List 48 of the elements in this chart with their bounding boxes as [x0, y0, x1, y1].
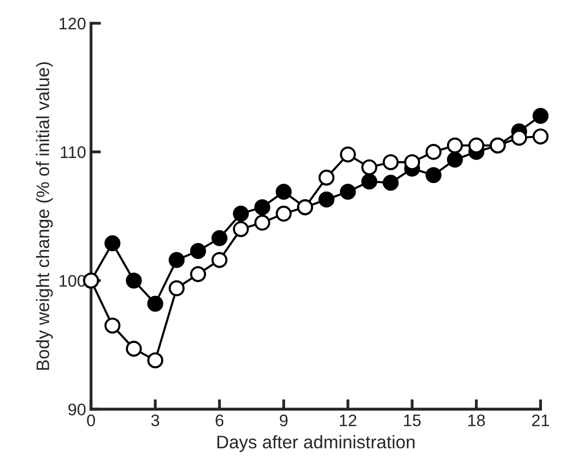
x-tick-label: 0 [87, 414, 96, 426]
point [147, 352, 164, 368]
point [532, 128, 549, 144]
point [532, 108, 549, 124]
point [232, 221, 249, 238]
point [382, 174, 399, 191]
point [318, 192, 334, 208]
point [468, 137, 484, 154]
point [318, 170, 334, 186]
x-tick-label: 18 [468, 414, 485, 426]
point [168, 252, 185, 268]
y-tick-label: 120 [60, 18, 86, 30]
y-tick-label: 90 [68, 404, 86, 416]
point [426, 144, 442, 160]
point [104, 318, 120, 334]
point [211, 230, 228, 246]
point [426, 167, 442, 184]
point [511, 130, 528, 146]
point [361, 159, 378, 176]
point [361, 174, 378, 190]
point [446, 152, 463, 168]
point [104, 235, 120, 252]
point [254, 199, 270, 216]
point [190, 266, 206, 282]
point [126, 272, 142, 289]
point [446, 137, 463, 154]
x-tick-label: 3 [151, 414, 160, 426]
x-tick-label: 9 [280, 414, 288, 426]
x-tick-label: 6 [216, 414, 224, 426]
point [168, 280, 185, 296]
point [147, 296, 164, 312]
y-axis-title: Body weight change (% of initial value) [36, 62, 53, 370]
point [276, 206, 292, 222]
point [382, 154, 399, 170]
point [190, 242, 206, 259]
point [276, 184, 292, 200]
x-tick-label: 21 [532, 414, 550, 426]
x-tick-label: 15 [404, 414, 421, 426]
point [126, 340, 142, 357]
x-tick-label: 12 [340, 414, 356, 426]
point [254, 214, 270, 231]
point [232, 206, 249, 222]
point [340, 184, 356, 200]
point [340, 146, 356, 162]
x-axis-title: Days after administration [217, 435, 414, 452]
point [404, 154, 420, 170]
y-tick-label: 110 [60, 146, 86, 158]
point [211, 252, 228, 268]
